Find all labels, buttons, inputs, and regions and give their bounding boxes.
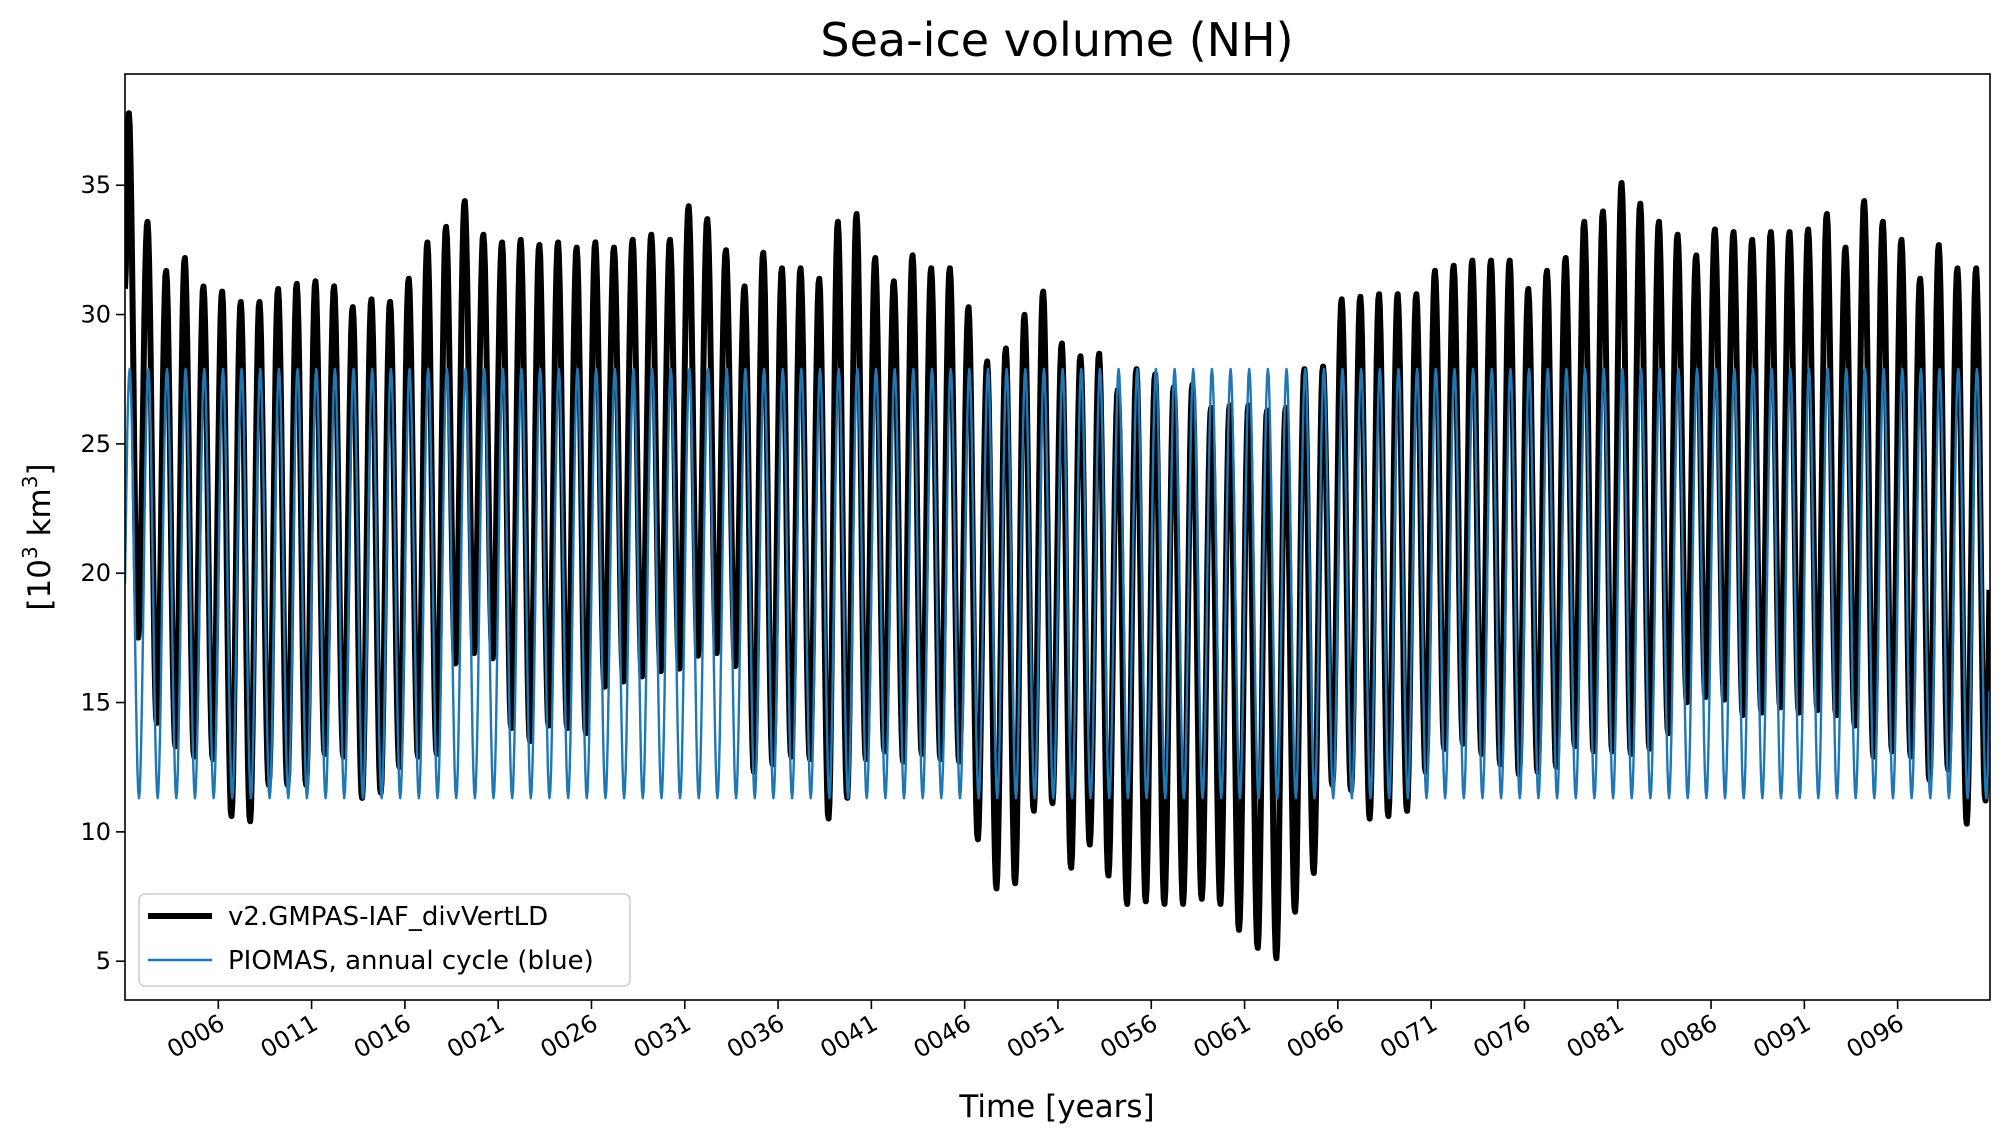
x-tick-label: 0066 xyxy=(1282,1009,1349,1064)
y-tick-label: 25 xyxy=(80,430,111,458)
y-axis-ticks: 5 10 15 20 25 30 35 xyxy=(80,171,125,975)
y-axis-label-mid: km xyxy=(22,488,58,546)
legend-box xyxy=(138,893,631,987)
x-tick-label: 0026 xyxy=(536,1009,603,1064)
x-tick-label: 0021 xyxy=(442,1009,509,1064)
x-tick-label: 0006 xyxy=(162,1009,229,1064)
x-tick-label: 0011 xyxy=(256,1009,323,1064)
x-tick-label: 0061 xyxy=(1189,1009,1256,1064)
y-tick-label: 10 xyxy=(80,818,111,846)
x-tick-label: 0016 xyxy=(349,1009,416,1064)
legend: v2.GMPAS-IAF_divVertLD PIOMAS, annual cy… xyxy=(138,893,631,987)
y-axis-label-prefix: [10 xyxy=(22,559,58,611)
legend-label-piomas: PIOMAS, annual cycle (blue) xyxy=(228,946,594,976)
y-axis-label-sup2: 3 xyxy=(18,476,42,489)
legend-label-model: v2.GMPAS-IAF_divVertLD xyxy=(228,902,548,932)
y-tick-label: 35 xyxy=(80,171,111,199)
x-tick-label: 0031 xyxy=(629,1009,696,1064)
x-tick-label: 0091 xyxy=(1748,1009,1815,1064)
x-tick-label: 0096 xyxy=(1842,1009,1909,1064)
x-tick-label: 0051 xyxy=(1002,1009,1069,1064)
x-axis-ticks: 0006 0011 0016 0021 0026 0031 0036 0041 0046 0051… xyxy=(162,1000,1909,1064)
y-tick-label: 30 xyxy=(80,301,111,329)
x-tick-label: 0086 xyxy=(1655,1009,1722,1064)
x-tick-label: 0076 xyxy=(1469,1009,1536,1064)
x-axis-label: Time [years] xyxy=(958,1089,1154,1125)
y-axis-label-suffix: ] xyxy=(22,463,58,475)
x-tick-label: 0081 xyxy=(1562,1009,1629,1064)
x-tick-label: 0046 xyxy=(909,1009,976,1064)
y-axis-label: [103 km3] xyxy=(18,463,58,610)
series-line-piomas xyxy=(125,367,1990,800)
y-tick-label: 20 xyxy=(80,559,111,587)
x-tick-label: 0056 xyxy=(1095,1009,1162,1064)
y-axis-label-sup1: 3 xyxy=(18,546,42,559)
series-lines xyxy=(125,110,1990,962)
y-tick-label: 15 xyxy=(80,689,111,717)
chart-title: Sea-ice volume (NH) xyxy=(820,13,1293,67)
x-tick-label: 0041 xyxy=(815,1009,882,1064)
x-tick-label: 0036 xyxy=(722,1009,789,1064)
x-tick-label: 0071 xyxy=(1375,1009,1442,1064)
y-tick-label: 5 xyxy=(96,947,111,975)
